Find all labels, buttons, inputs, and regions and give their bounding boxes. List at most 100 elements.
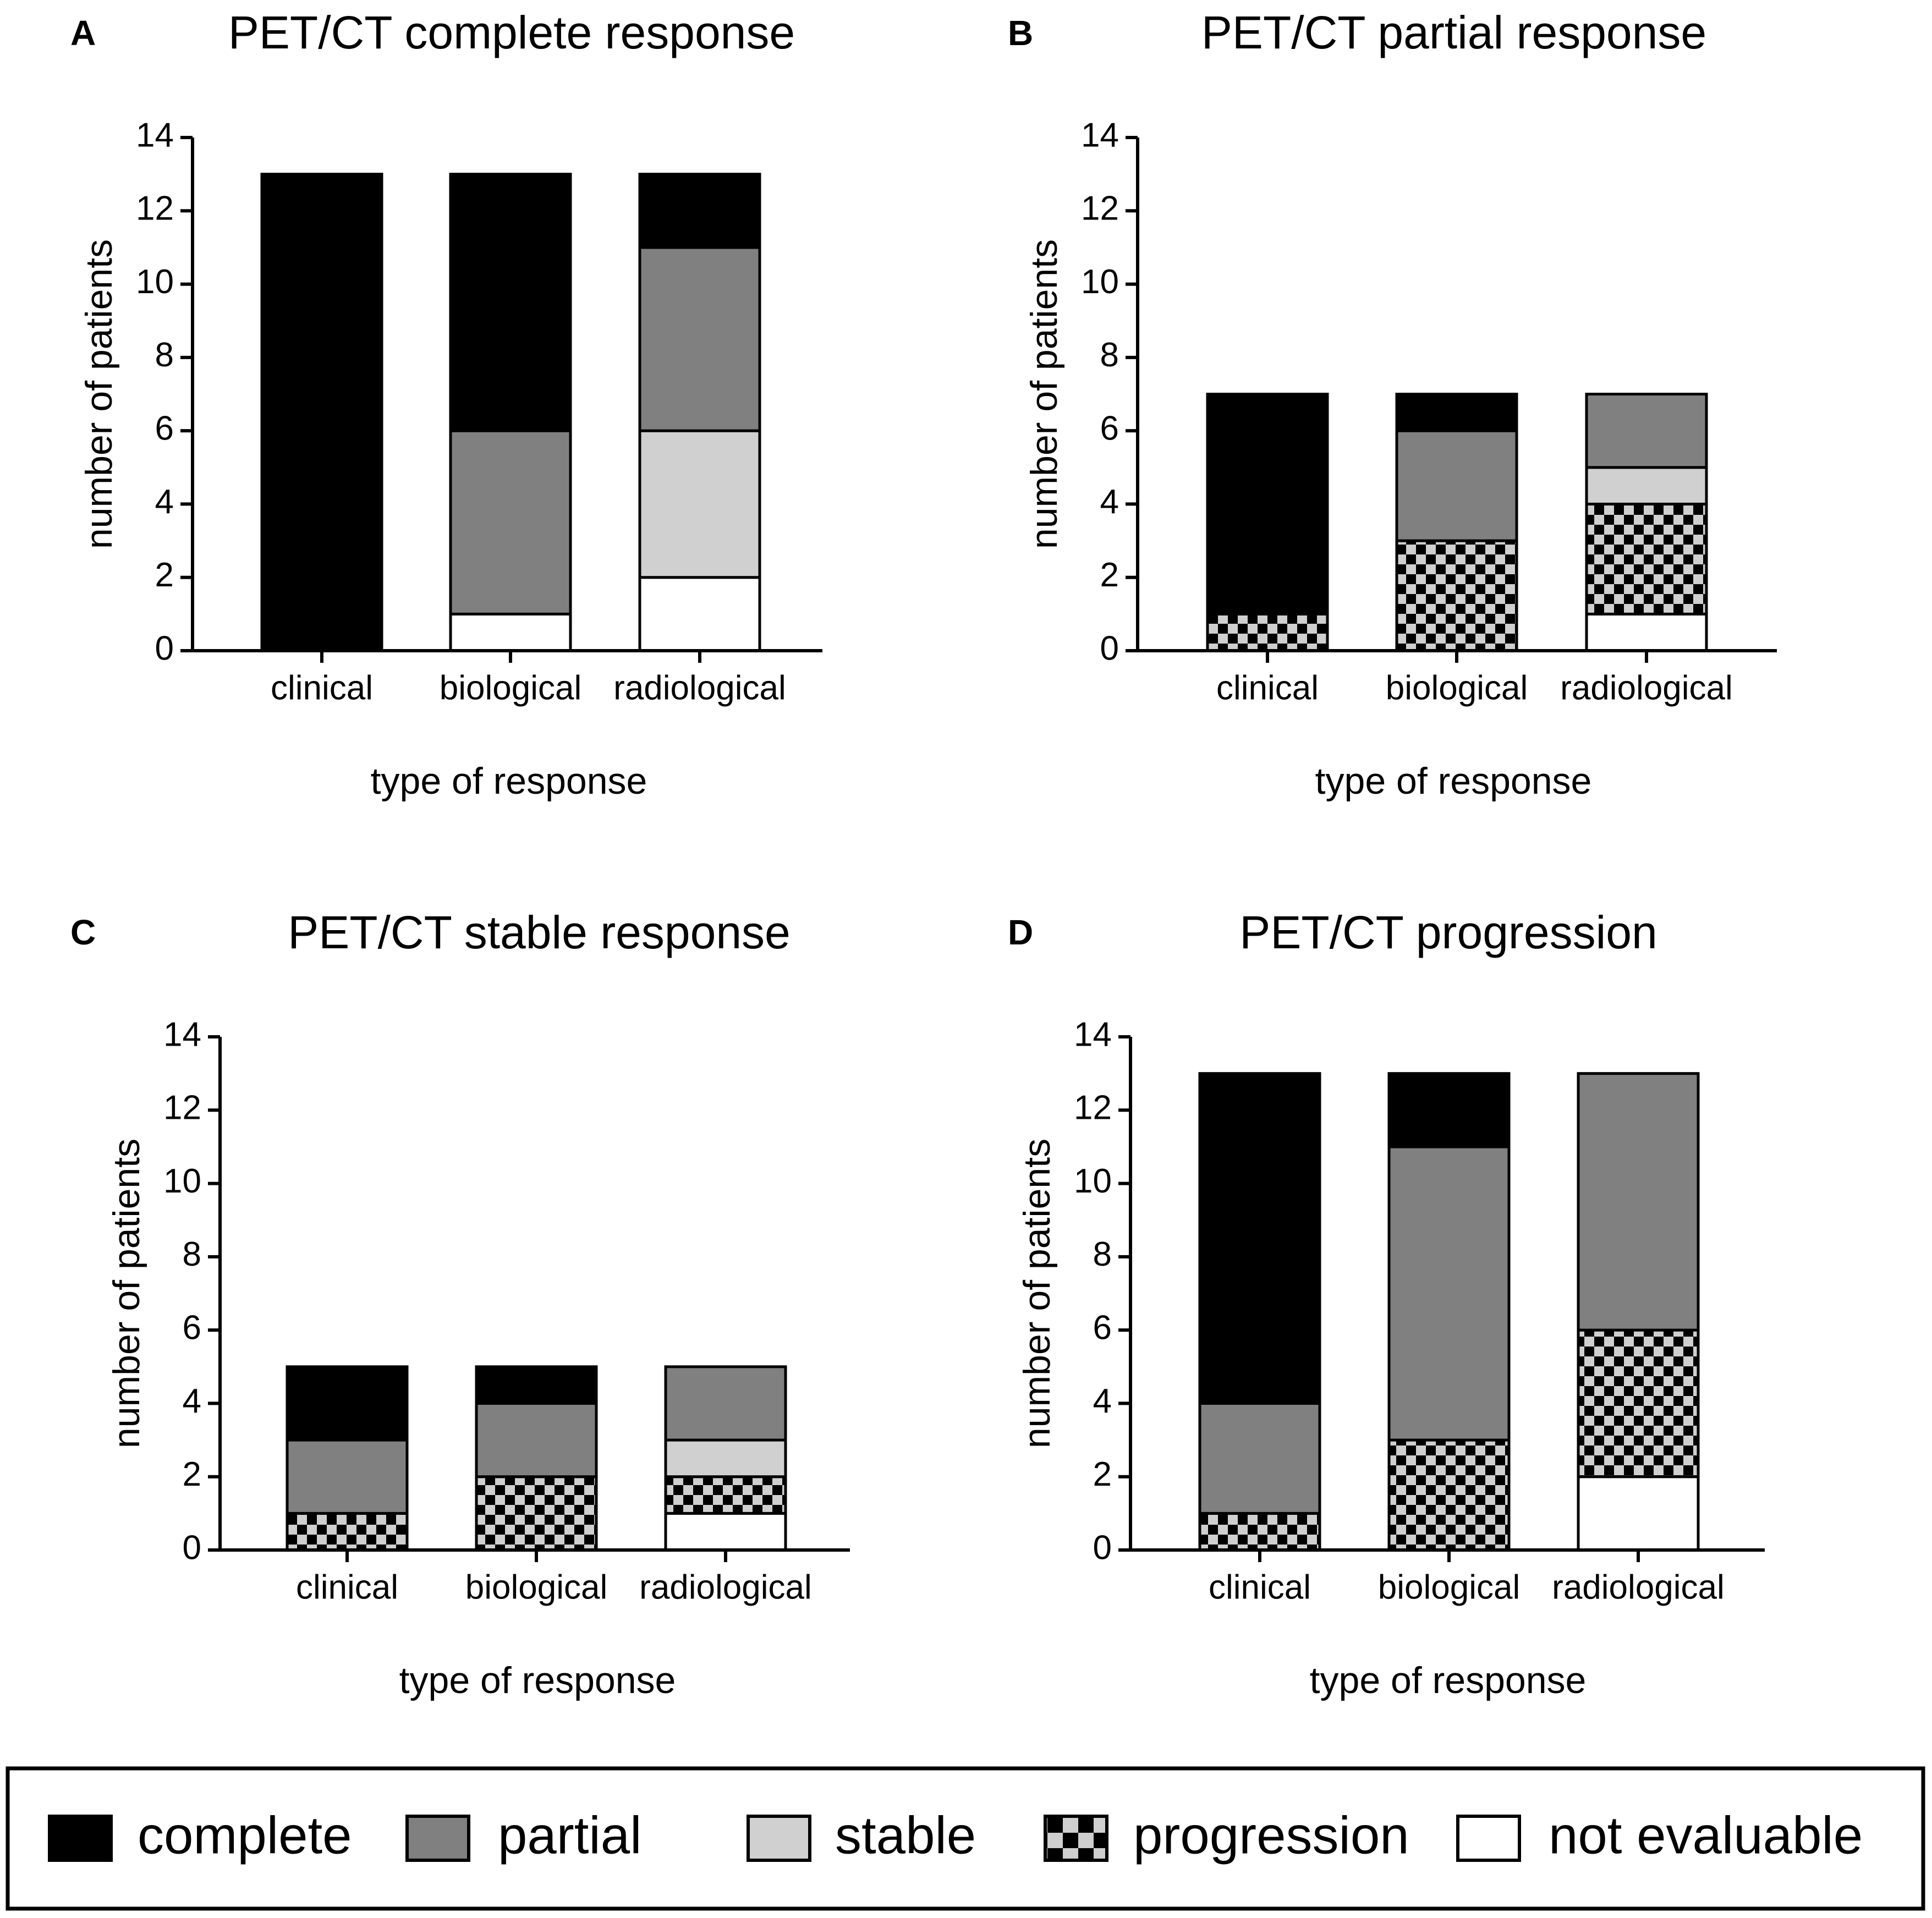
y-tick-label: 4 <box>183 1382 201 1420</box>
bar-radiological-progression <box>664 1475 787 1515</box>
legend-swatch-complete <box>48 1815 113 1862</box>
bar-biological-partial <box>1395 429 1518 542</box>
bar-radiological-stable <box>638 429 761 579</box>
bar-radiological-stable <box>1585 466 1708 505</box>
bars <box>1198 1072 1700 1552</box>
bar-biological-progression <box>1395 539 1518 652</box>
bar-clinical-progression <box>286 1512 409 1552</box>
panels: A PET/CT complete response 0 2 4 6 8 10 12 14 clin… <box>70 7 1777 1701</box>
bar-biological-partial <box>475 1402 598 1479</box>
y-tick-label: 10 <box>1081 263 1119 301</box>
bar-biological-complete <box>475 1365 598 1405</box>
bar-clinical-complete <box>286 1365 409 1442</box>
chart-title: PET/CT partial response <box>1201 7 1706 58</box>
x-axis-label: type of response <box>399 1659 676 1701</box>
x-tick-label: biological <box>440 669 582 707</box>
y-tick-label: 8 <box>1100 336 1119 374</box>
y-tick-label: 0 <box>1093 1529 1112 1567</box>
bar-clinical-progression <box>1206 612 1329 652</box>
legend-label-stable: stable <box>835 1806 976 1865</box>
bar-radiological-not-evaluable <box>664 1512 787 1552</box>
legend-label-progression: progression <box>1133 1806 1409 1865</box>
y-tick-label: 2 <box>155 556 174 594</box>
x-axis-label: type of response <box>371 760 647 802</box>
x-tick-label: clinical <box>296 1568 398 1606</box>
y-tick-label: 0 <box>155 629 174 667</box>
y-tick-label: 14 <box>1081 116 1119 154</box>
x-axis-label: type of response <box>1315 760 1592 802</box>
y-tick-label: 6 <box>1100 410 1119 448</box>
y-axis-label: number of patients <box>1023 239 1065 549</box>
bar-radiological-progression <box>1585 502 1708 615</box>
y-axis-label: number of patients <box>106 1139 147 1448</box>
panel-b: B PET/CT partial response 0 2 4 6 8 10 12 14 clini… <box>1008 7 1777 802</box>
bar-clinical-complete <box>1198 1072 1321 1405</box>
legend-swatch-progression <box>1044 1815 1108 1862</box>
y-tick-label: 8 <box>155 336 174 374</box>
bars <box>1206 393 1708 652</box>
x-tick-label: clinical <box>1209 1568 1311 1606</box>
bar-radiological-partial <box>1577 1072 1700 1332</box>
x-tick-label: clinical <box>271 669 373 707</box>
y-tick-label: 14 <box>163 1015 201 1053</box>
y-tick-label: 12 <box>136 190 174 228</box>
bar-radiological-not-evaluable <box>1577 1475 1700 1552</box>
bar-radiological-complete <box>638 173 761 249</box>
panel-letter: B <box>1008 13 1033 53</box>
legend-label-partial: partial <box>498 1806 641 1865</box>
x-tick-label: radiological <box>1552 1568 1725 1606</box>
y-tick-label: 10 <box>1074 1162 1112 1200</box>
bar-radiological-not-evaluable <box>638 576 761 652</box>
panel-a: A PET/CT complete response 0 2 4 6 8 10 12 14 clin… <box>70 7 822 802</box>
y-tick-label: 2 <box>183 1455 201 1493</box>
y-tick-label: 10 <box>163 1162 201 1200</box>
y-tick-label: 12 <box>163 1089 201 1127</box>
y-tick-label: 6 <box>1093 1309 1112 1347</box>
panel-letter: A <box>70 13 96 53</box>
chart-title: PET/CT stable response <box>288 906 791 958</box>
y-tick-label: 2 <box>1100 556 1119 594</box>
chart-title: PET/CT complete response <box>228 7 795 58</box>
legend-swatch-stable <box>747 1815 811 1862</box>
y-tick-label: 8 <box>183 1235 201 1273</box>
bar-biological-partial <box>449 429 572 615</box>
bar-biological-progression <box>475 1475 598 1552</box>
panel-c: C PET/CT stable response 0 2 4 6 8 10 12 14 clinic… <box>70 906 850 1701</box>
bar-biological-complete <box>449 173 572 432</box>
bar-biological-complete <box>1387 1072 1511 1148</box>
x-tick-label: biological <box>1378 1568 1521 1606</box>
y-tick-label: 10 <box>136 263 174 301</box>
x-tick-label: radiological <box>639 1568 812 1606</box>
bar-radiological-partial <box>1585 393 1708 469</box>
chart-title: PET/CT progression <box>1239 906 1657 958</box>
y-tick-label: 14 <box>136 116 174 154</box>
y-tick-label: 4 <box>155 483 174 521</box>
bar-clinical-partial <box>1198 1402 1321 1515</box>
y-axis-label: number of patients <box>78 239 120 549</box>
bar-biological-not-evaluable <box>449 612 572 652</box>
legend: complete partial stable progression not eval… <box>6 1766 1925 1911</box>
legend-swatch-partial <box>405 1815 470 1862</box>
panel-d: D PET/CT progression 0 2 4 6 8 10 12 14 clinical bi… <box>1008 906 1765 1701</box>
x-tick-label: radiological <box>1560 669 1733 707</box>
bar-biological-complete <box>1395 393 1518 432</box>
y-axis-label: number of patients <box>1016 1139 1058 1448</box>
y-tick-label: 4 <box>1093 1382 1112 1420</box>
y-tick-label: 0 <box>183 1529 201 1567</box>
bar-clinical-partial <box>286 1438 409 1515</box>
y-tick-label: 0 <box>1100 629 1119 667</box>
x-tick-label: biological <box>1386 669 1528 707</box>
bar-radiological-stable <box>664 1438 787 1479</box>
y-tick-label: 12 <box>1081 190 1119 228</box>
y-tick-label: 4 <box>1100 483 1119 521</box>
legend-label-not-evaluable: not evaluable <box>1549 1806 1863 1865</box>
bar-radiological-progression <box>1577 1328 1700 1479</box>
legend-items: complete partial stable progression not eval… <box>48 1806 1863 1865</box>
bars <box>260 173 761 652</box>
legend-frame <box>6 1766 1925 1911</box>
legend-label-complete: complete <box>138 1806 352 1865</box>
y-tick-label: 12 <box>1074 1089 1112 1127</box>
x-axis-label: type of response <box>1310 1659 1587 1701</box>
bar-radiological-not-evaluable <box>1585 612 1708 652</box>
